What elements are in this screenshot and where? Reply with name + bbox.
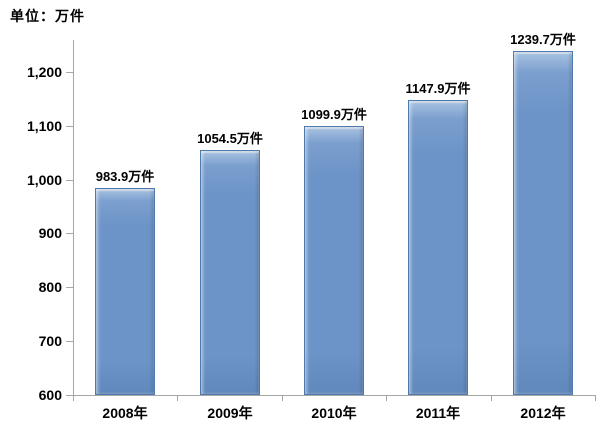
y-axis-label: 900 [38, 225, 62, 241]
unit-label: 单位：万件 [10, 8, 85, 24]
bar [304, 126, 364, 395]
bar [408, 100, 468, 395]
y-axis-tick [66, 72, 73, 73]
y-axis-line [73, 40, 74, 396]
y-axis-tick [66, 341, 73, 342]
bar [95, 188, 155, 395]
bar [513, 51, 573, 395]
y-axis-label: 1,100 [26, 118, 62, 134]
y-axis-tick [66, 395, 73, 396]
y-axis-tick [66, 180, 73, 181]
x-axis-tick [491, 396, 492, 401]
x-axis-category-label: 2011年 [415, 405, 461, 421]
x-axis-category-label: 2009年 [207, 405, 253, 421]
x-axis-category-label: 2008年 [102, 405, 148, 421]
bar-value-label: 983.9万件 [95, 169, 155, 184]
x-axis-line [73, 395, 596, 396]
x-axis-tick [177, 396, 178, 401]
y-axis-label: 800 [38, 279, 62, 295]
bar-value-label: 1147.9万件 [405, 81, 471, 96]
bar-value-label: 1054.5万件 [197, 131, 263, 146]
x-axis-category-label: 2010年 [311, 405, 357, 421]
bar-value-label: 1239.7万件 [510, 32, 576, 47]
x-axis-category-label: 2012年 [520, 405, 566, 421]
y-axis-tick [66, 126, 73, 127]
bar [200, 150, 260, 395]
x-axis-tick [282, 396, 283, 401]
x-axis-tick [595, 396, 596, 401]
y-axis-tick [66, 287, 73, 288]
x-axis-tick [386, 396, 387, 401]
y-axis-label: 600 [38, 387, 62, 403]
y-axis-label: 1,200 [26, 64, 62, 80]
x-axis-tick [73, 396, 74, 401]
y-axis-label: 1,000 [26, 172, 62, 188]
y-axis-label: 700 [38, 333, 62, 349]
y-axis-tick [66, 233, 73, 234]
bar-value-label: 1099.9万件 [301, 107, 367, 122]
